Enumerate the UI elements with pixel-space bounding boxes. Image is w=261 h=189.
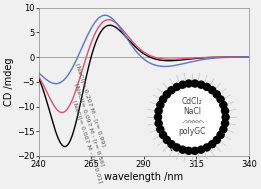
Circle shape xyxy=(185,80,192,87)
Circle shape xyxy=(198,146,205,153)
Circle shape xyxy=(213,136,220,143)
Circle shape xyxy=(155,120,162,127)
Text: polyGC: polyGC xyxy=(178,126,205,136)
Text: [NaCl]= 0.097 M - [r= 0.56]: [NaCl]= 0.097 M - [r= 0.56] xyxy=(73,83,105,167)
Circle shape xyxy=(159,96,167,103)
Circle shape xyxy=(173,83,180,91)
Circle shape xyxy=(209,87,216,94)
Circle shape xyxy=(173,144,180,151)
Circle shape xyxy=(155,114,162,121)
Circle shape xyxy=(157,101,164,108)
Circle shape xyxy=(217,96,224,103)
Text: NaCl: NaCl xyxy=(183,107,201,116)
Circle shape xyxy=(168,141,175,148)
Circle shape xyxy=(203,144,210,151)
Circle shape xyxy=(155,107,162,115)
Text: CdCl₂: CdCl₂ xyxy=(181,97,202,106)
Circle shape xyxy=(217,131,224,139)
Circle shape xyxy=(222,114,229,121)
Circle shape xyxy=(220,101,227,108)
Circle shape xyxy=(164,89,220,146)
Circle shape xyxy=(163,91,170,98)
Circle shape xyxy=(213,91,220,98)
Circle shape xyxy=(191,147,198,154)
Circle shape xyxy=(220,126,227,133)
Text: W₀= 15: W₀= 15 xyxy=(169,144,203,153)
Circle shape xyxy=(222,107,229,115)
Circle shape xyxy=(185,147,192,154)
Circle shape xyxy=(179,146,186,153)
Circle shape xyxy=(203,83,210,91)
Circle shape xyxy=(163,136,170,143)
Text: [NaCl]= 0.207 M - [r= 0.99]: [NaCl]= 0.207 M - [r= 0.99] xyxy=(74,63,106,147)
Circle shape xyxy=(198,81,205,88)
Circle shape xyxy=(162,87,222,147)
Text: [NaCl]= 0.007 M - [r= 0.01]: [NaCl]= 0.007 M - [r= 0.01] xyxy=(71,100,103,184)
Circle shape xyxy=(209,141,216,148)
Circle shape xyxy=(159,131,167,139)
X-axis label: wavelength /nm: wavelength /nm xyxy=(104,172,183,182)
Circle shape xyxy=(179,81,186,88)
Circle shape xyxy=(191,80,198,87)
Y-axis label: CD /mdeg: CD /mdeg xyxy=(4,57,14,106)
Circle shape xyxy=(157,126,164,133)
Circle shape xyxy=(222,120,229,127)
Circle shape xyxy=(168,87,175,94)
